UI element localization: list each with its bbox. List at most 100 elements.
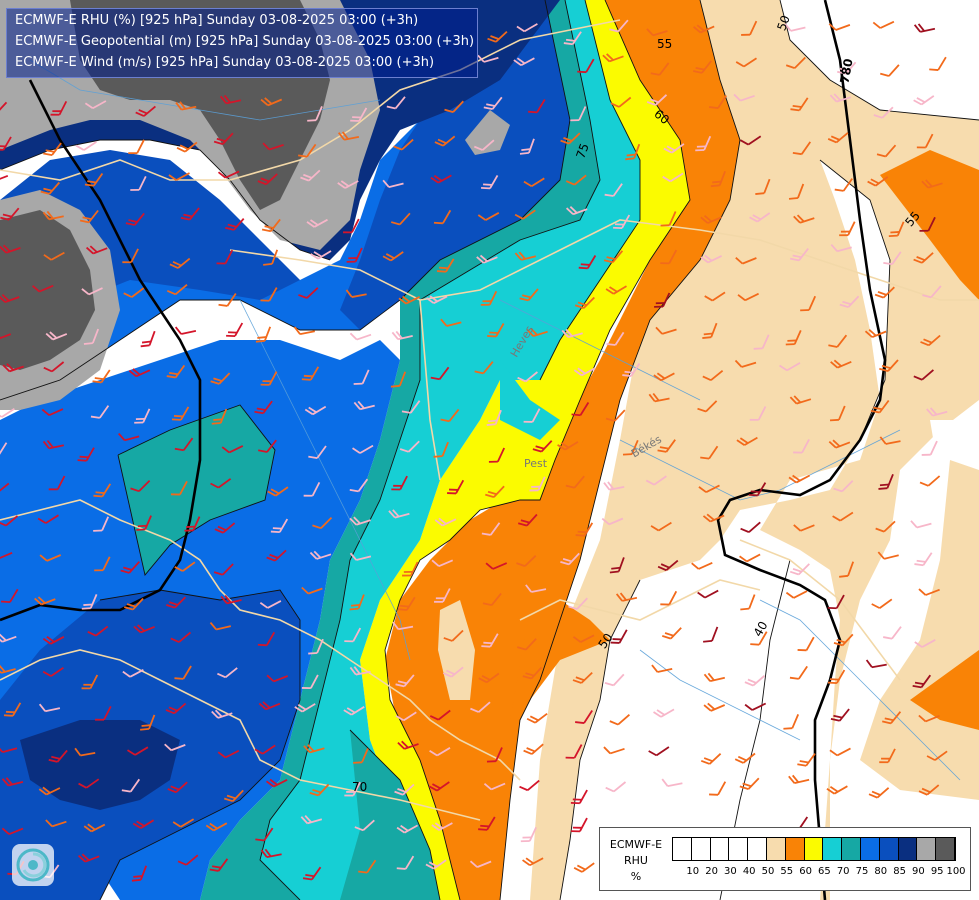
wind-barb-icon	[702, 513, 725, 523]
wind-barb-icon	[50, 100, 68, 116]
wind-barb-icon	[829, 747, 851, 757]
legend-unit: %	[630, 870, 642, 883]
wind-barb-icon	[741, 20, 758, 36]
wind-barb-icon	[174, 326, 197, 335]
wind-barb-icon	[166, 596, 187, 609]
wind-barb-icon	[829, 405, 846, 422]
wind-barb-icon	[516, 23, 538, 33]
wind-barb-icon	[304, 405, 327, 416]
wind-barb-icon	[654, 292, 671, 308]
wind-barb-icon	[298, 143, 317, 158]
rh-55-label-top: 55	[657, 37, 673, 51]
wind-barb-icon	[929, 56, 947, 71]
wind-barb-icon	[519, 288, 539, 302]
wind-barb-icon	[622, 439, 639, 456]
wind-barb-icon	[218, 292, 237, 307]
wind-barb-icon	[259, 600, 282, 609]
wind-barb-icon	[301, 366, 320, 381]
wind-barb-icon	[832, 511, 854, 522]
wind-barb-icon	[700, 254, 722, 264]
wind-barb-icon	[740, 135, 762, 146]
wind-barb-icon	[77, 447, 95, 462]
wind-barb-icon	[709, 95, 727, 109]
wind-barb-icon	[606, 331, 625, 346]
wind-barb-icon	[528, 99, 546, 114]
wind-barb-icon	[81, 594, 98, 610]
wind-barb-icon	[166, 284, 188, 296]
wind-barb-icon	[205, 822, 228, 832]
wind-barb-icon	[128, 368, 151, 378]
wind-barb-icon	[788, 774, 810, 785]
wind-barb-icon	[308, 445, 327, 460]
wind-barb-icon	[517, 638, 537, 651]
wind-barb-icon	[300, 815, 323, 825]
wind-barb-icon	[170, 631, 192, 643]
wind-barb-icon	[648, 392, 670, 403]
legend-swatches	[672, 837, 956, 861]
wind-barb-icon	[663, 143, 685, 154]
wind-barb-icon	[431, 822, 453, 831]
wind-barb-icon	[434, 135, 456, 147]
wind-barb-icon	[425, 859, 447, 870]
wind-barb-icon	[353, 400, 375, 411]
wind-barb-icon	[525, 584, 547, 593]
wind-barb-icon	[124, 597, 144, 611]
wind-barb-icon	[177, 854, 199, 866]
legend-tick-label: 30	[724, 866, 737, 877]
wind-barb-icon	[84, 100, 107, 110]
wind-barb-icon	[176, 141, 198, 153]
wind-barb-icon	[837, 61, 857, 75]
wind-barb-icon	[395, 674, 415, 688]
wind-barb-icon	[513, 57, 535, 67]
wind-barb-icon	[609, 19, 629, 33]
wind-barb-icon	[704, 291, 726, 302]
legend-swatch	[936, 838, 955, 860]
wind-barb-icon	[344, 781, 361, 797]
wind-barb-icon	[486, 409, 502, 426]
wind-barb-icon	[839, 295, 860, 309]
wind-barb-icon	[391, 475, 408, 491]
wind-barb-icon	[397, 740, 419, 750]
wind-barb-icon	[426, 295, 448, 305]
wind-barb-icon	[123, 287, 145, 298]
wind-barb-icon	[879, 748, 896, 764]
wind-barb-icon	[878, 473, 894, 490]
legend-tick-label: 55	[780, 866, 794, 877]
legend-swatch	[729, 838, 749, 860]
wind-barb-icon	[209, 622, 232, 631]
wind-barb-icon	[140, 330, 156, 348]
wind-barb-icon	[184, 516, 201, 532]
legend-variable: RHU	[624, 854, 648, 867]
wind-barb-icon	[828, 23, 851, 31]
wind-barb-icon	[797, 636, 815, 652]
wind-barb-icon	[343, 706, 365, 716]
wind-barb-icon	[572, 634, 595, 643]
wind-barb-icon	[84, 172, 104, 187]
wind-barb-icon	[0, 744, 18, 753]
wind-barb-icon	[602, 53, 624, 63]
wind-barb-icon	[213, 563, 234, 576]
wind-barb-icon	[526, 712, 548, 724]
wind-barb-icon	[734, 359, 757, 368]
wind-barb-icon	[697, 589, 719, 599]
wind-barb-icon	[657, 439, 676, 453]
wind-barb-icon	[388, 509, 410, 519]
wind-barb-icon	[442, 666, 464, 678]
wind-barb-icon	[693, 60, 712, 74]
wind-barb-icon	[358, 859, 377, 874]
wind-barb-icon	[882, 711, 902, 725]
wind-barb-icon	[485, 485, 505, 499]
wind-barb-icon	[646, 28, 668, 37]
wind-barb-icon	[260, 848, 282, 859]
wind-barb-icon	[338, 131, 360, 141]
wind-barb-icon	[209, 858, 229, 872]
wind-barb-icon	[303, 481, 321, 497]
wind-barb-icon	[910, 520, 932, 529]
wind-barb-icon	[733, 93, 755, 102]
wind-barb-icon	[826, 785, 848, 795]
wind-barb-icon	[563, 31, 582, 46]
legend-swatch	[879, 838, 899, 860]
wind-barb-icon	[926, 750, 948, 761]
rh-70-label-bottom: 70	[352, 780, 368, 794]
wind-barb-icon	[0, 174, 9, 183]
